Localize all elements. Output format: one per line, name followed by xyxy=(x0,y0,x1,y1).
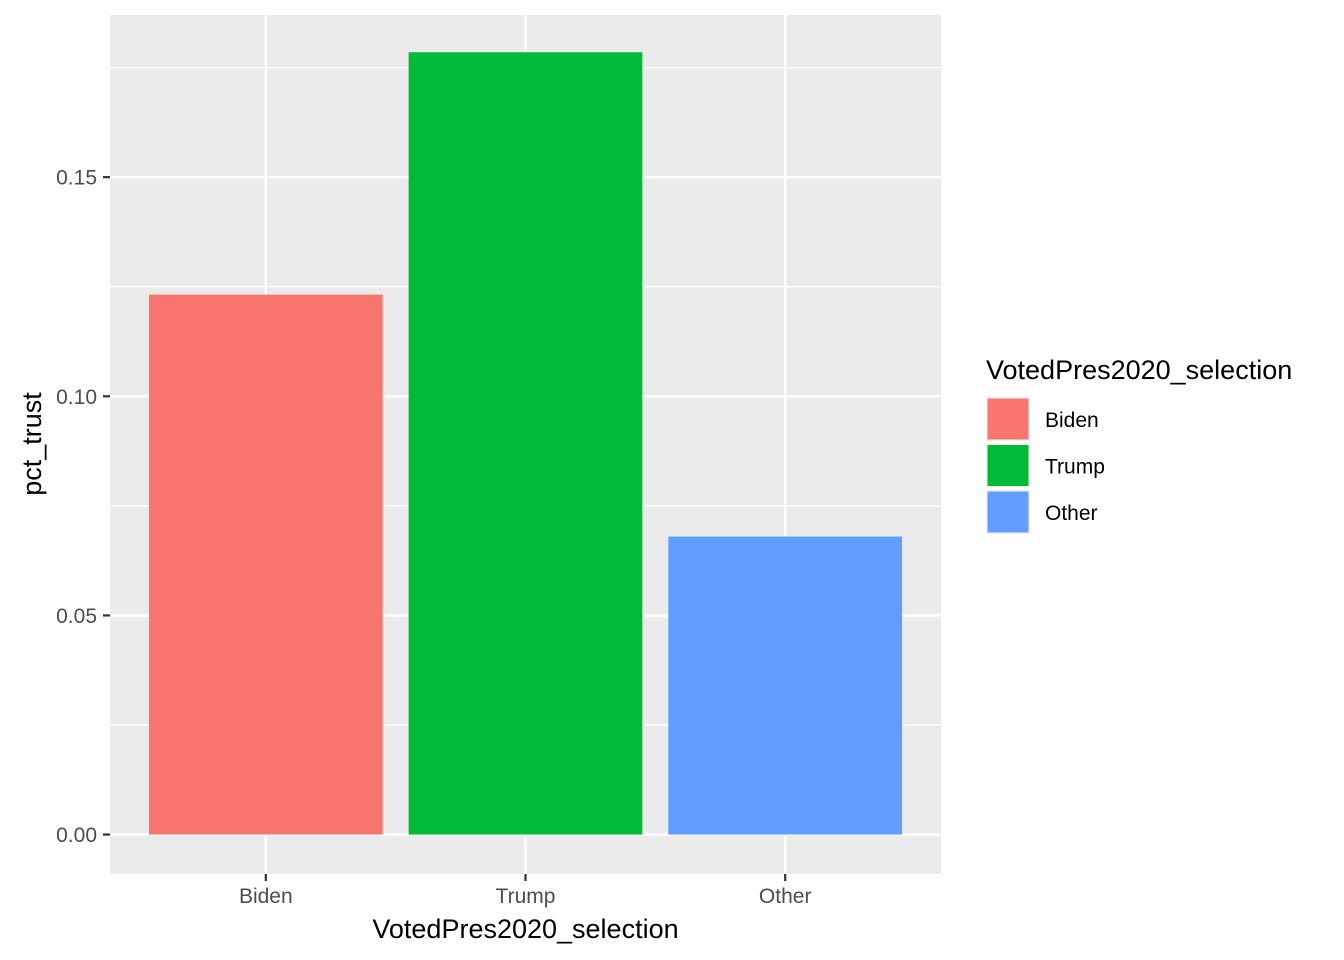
y-tick-label: 0.10 xyxy=(56,386,97,409)
x-axis-title: VotedPres2020_selection xyxy=(372,914,678,944)
legend: VotedPres2020_selection Biden Trump Other xyxy=(986,355,1292,534)
bar-biden xyxy=(148,294,383,835)
y-axis: 0.00 0.05 0.10 0.15 xyxy=(56,167,110,847)
y-tick-label: 0.05 xyxy=(56,605,97,628)
x-tick-label: Biden xyxy=(239,885,293,908)
x-tick-label: Other xyxy=(759,885,812,908)
y-tick-label: 0.15 xyxy=(56,167,97,190)
legend-swatch-other xyxy=(987,491,1029,533)
y-axis-title: pct_trust xyxy=(17,392,47,496)
bars xyxy=(148,52,903,835)
legend-title: VotedPres2020_selection xyxy=(986,355,1292,385)
bar-other xyxy=(668,536,903,835)
y-tick-label: 0.00 xyxy=(56,824,97,847)
legend-swatch-trump xyxy=(987,445,1029,486)
x-axis: Biden Trump Other xyxy=(239,874,812,908)
x-tick-label: Trump xyxy=(496,885,556,908)
legend-label: Other xyxy=(1045,502,1098,525)
legend-label: Biden xyxy=(1045,409,1099,432)
bar-trump xyxy=(408,52,643,835)
legend-swatch-biden xyxy=(987,398,1029,440)
legend-label: Trump xyxy=(1045,456,1105,479)
